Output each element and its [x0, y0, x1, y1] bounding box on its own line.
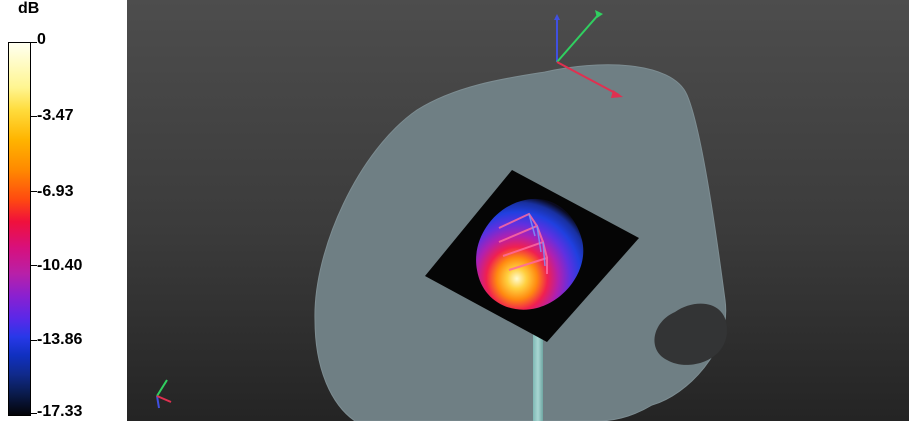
tick-label-5: -17.33	[37, 403, 83, 420]
scene-canvas[interactable]	[127, 0, 909, 421]
tick-mark-4	[30, 340, 37, 341]
3d-viewport[interactable]	[127, 0, 909, 421]
corner-axes-icon	[156, 379, 172, 409]
tick-label-2: -6.93	[37, 183, 74, 200]
tick-label-1: -3.47	[37, 107, 74, 124]
tick-label-0: 0	[37, 31, 46, 48]
tick-mark-5	[30, 413, 37, 414]
colorbar-gradient	[8, 42, 31, 416]
orientation-gizmo-icon[interactable]	[554, 10, 623, 98]
tick-mark-1	[30, 116, 37, 117]
color-legend: dB 0 -3.47 -6.93 -10.40 -13.86 -17.33	[0, 0, 127, 421]
tick-mark-3	[30, 265, 37, 266]
sar-ridges-highlight	[528, 213, 546, 267]
phantom-ear-cutout	[654, 303, 727, 365]
tick-mark-2	[30, 191, 37, 192]
tick-label-3: -10.40	[37, 257, 83, 274]
legend-unit-label: dB	[18, 0, 40, 17]
tick-mark-0	[30, 42, 37, 43]
probe-stem	[533, 330, 543, 421]
tick-label-4: -13.86	[37, 331, 83, 348]
